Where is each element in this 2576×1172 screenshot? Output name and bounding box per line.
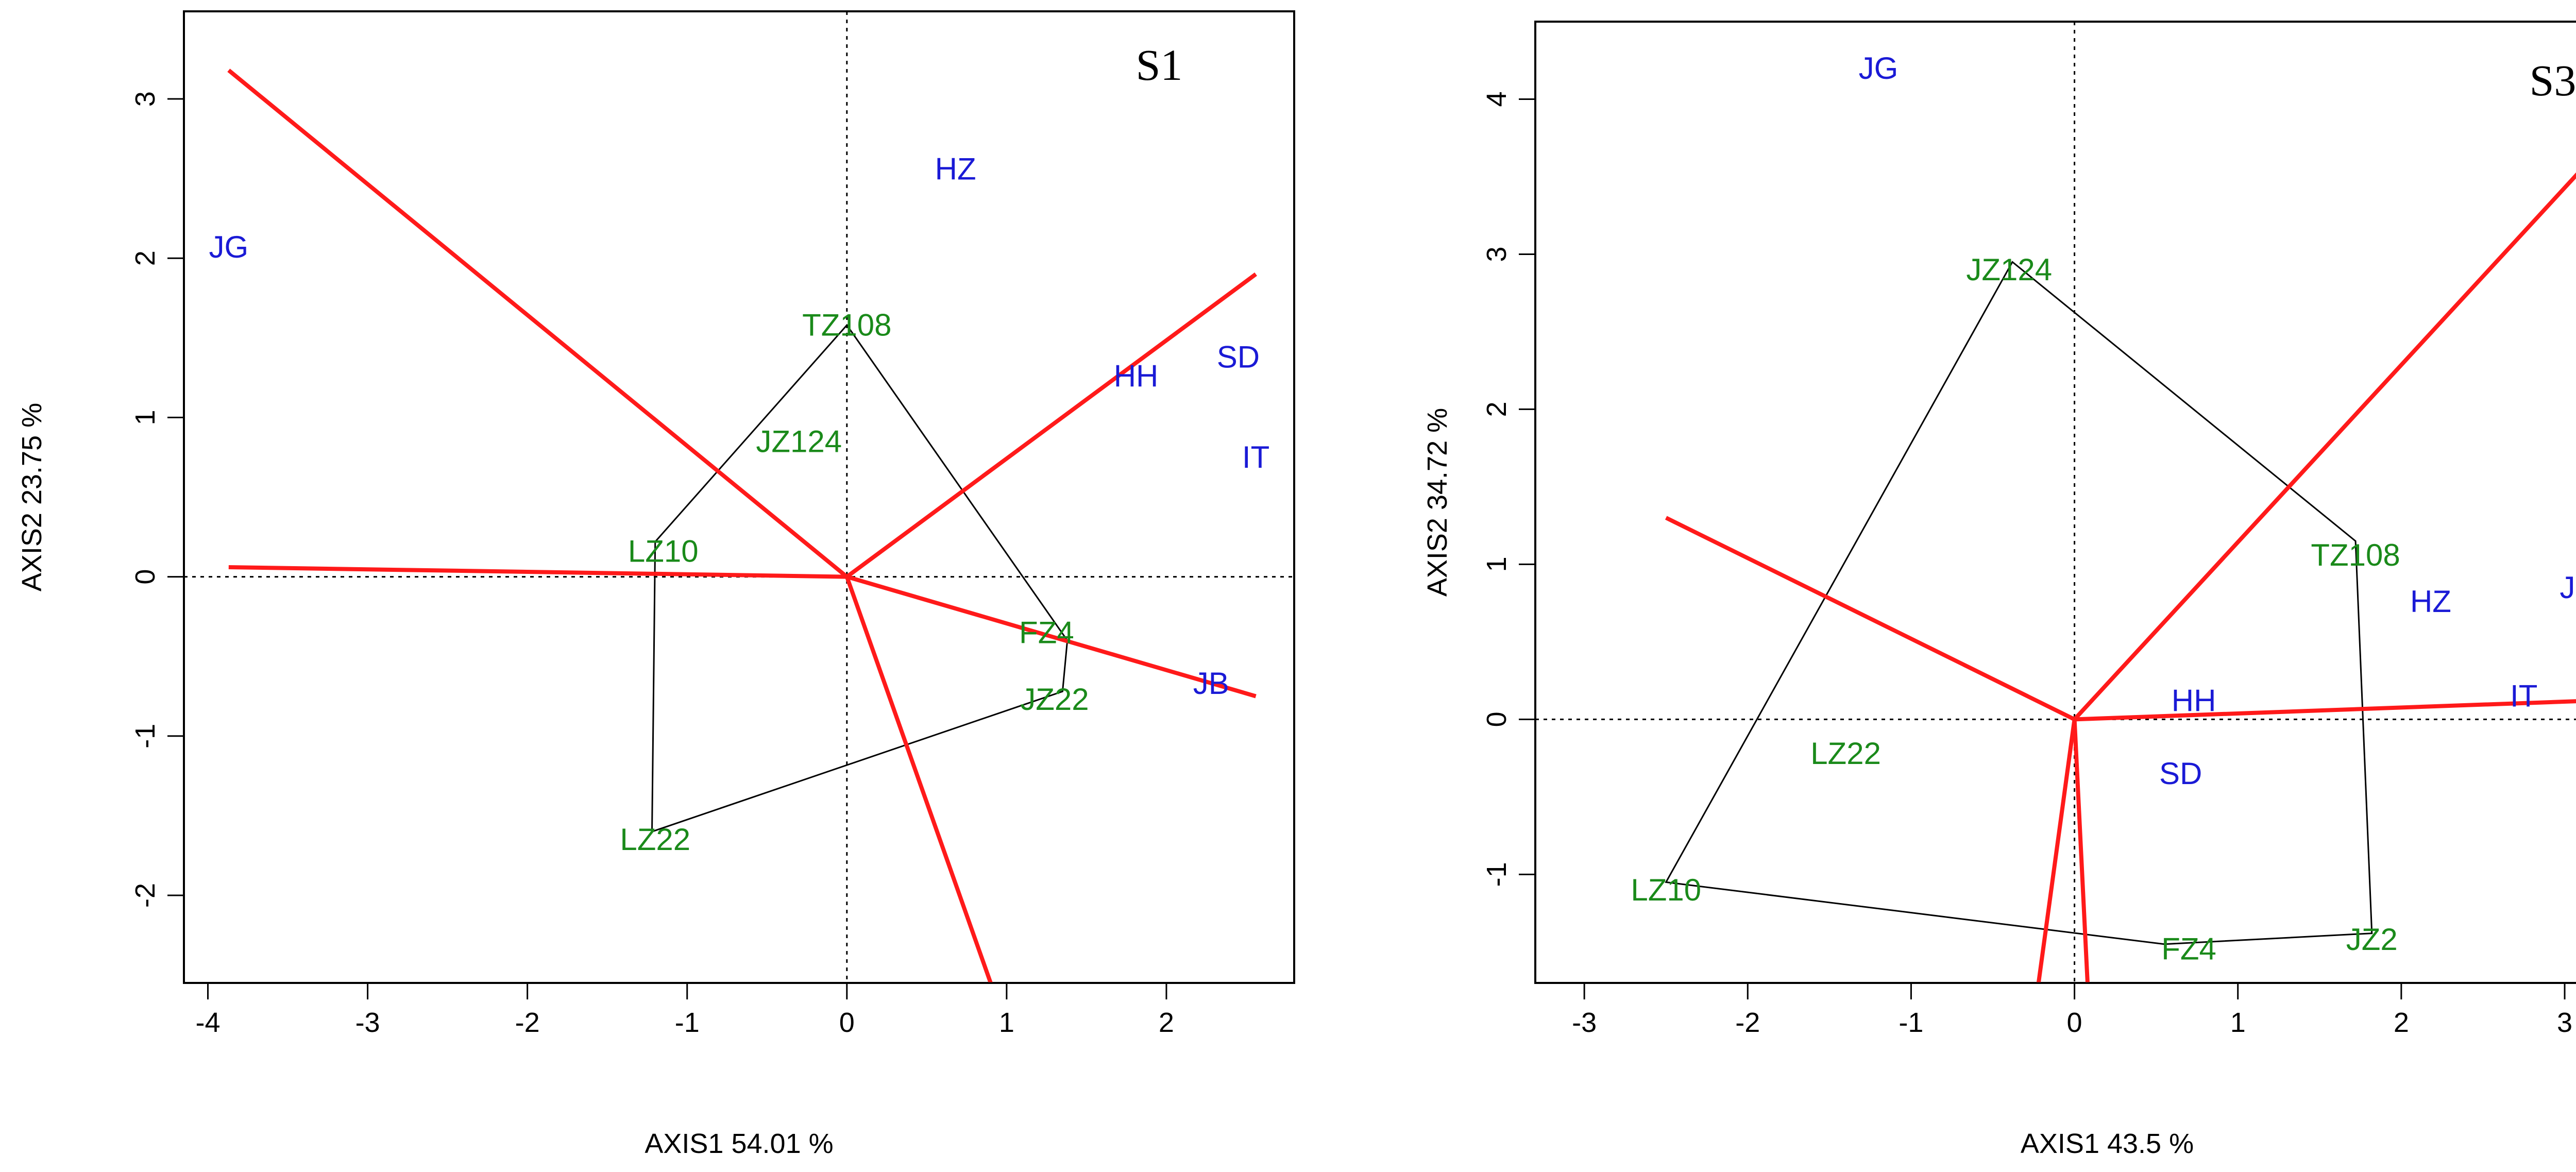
x-tick-label: -1 (1899, 1007, 1923, 1038)
x-tick-label: 3 (2557, 1007, 2572, 1038)
y-tick-label: 3 (130, 91, 161, 107)
sector-ray-3 (2072, 719, 2090, 983)
x-tick-label: -3 (355, 1007, 380, 1038)
x-axis: -3 -2 -1 0 1 2 3 (1572, 982, 2572, 1038)
environment-label: IT (1242, 440, 1269, 474)
genotype-label: JZ22 (1020, 682, 1089, 717)
y-axis: -2 -1 0 1 2 3 (130, 91, 185, 908)
y-tick-label: 1 (1481, 556, 1512, 572)
x-tick-label: 2 (1159, 1007, 1174, 1038)
sector-ray-2 (2074, 699, 2576, 722)
environment-label: JG (1859, 51, 1899, 86)
genotype-label: LZ10 (1631, 873, 1701, 907)
sector-ray-4 (845, 576, 993, 983)
plot-area: TZ108 JZ124 LZ10 FZ4 JZ22 LZ22 JG HZ SD HH IT JB (184, 11, 1294, 983)
environment-label: JB (1193, 666, 1229, 701)
x-axis-title: AXIS1 54.01 % (645, 1128, 833, 1159)
x-tick-label: -2 (515, 1007, 540, 1038)
x-tick-label: -1 (675, 1007, 700, 1038)
environment-label: HH (2172, 684, 2216, 718)
genotype-label: LZ10 (628, 534, 699, 569)
sector-ray-1 (2073, 172, 2576, 721)
biplot-panel-s1: TZ108JZ124LZ10FZ4JZ22LZ22JGHZSDHHITJB-4-… (16, 10, 1295, 1159)
convex-hull-polygon (651, 324, 1069, 833)
panel-title: S3 (2530, 56, 2576, 105)
genotype-label: FZ4 (2161, 931, 2216, 966)
y-tick-label: 2 (1481, 401, 1512, 417)
x-tick-label: 2 (2394, 1007, 2409, 1038)
genotype-label: JZ124 (1966, 252, 2052, 287)
x-tick-label: -3 (1572, 1007, 1597, 1038)
y-tick-label: -1 (1481, 862, 1512, 887)
y-axis-title: AXIS2 23.75 % (16, 403, 47, 591)
sector-ray-3 (846, 574, 1257, 699)
sector-ray-5 (1665, 516, 2076, 721)
genotype-label: TZ108 (2311, 538, 2400, 572)
x-tick-label: -4 (196, 1007, 221, 1038)
sector-ray-1 (227, 69, 849, 579)
genotype-label: FZ4 (1019, 615, 1074, 650)
x-axis-title: AXIS1 43.5 % (2021, 1128, 2194, 1159)
x-tick-label: 1 (999, 1007, 1014, 1038)
x-axis: -4 -3 -2 -1 0 1 2 (196, 982, 1174, 1038)
sector-ray-2 (845, 272, 1257, 579)
environment-label: SD (2159, 756, 2202, 791)
genotype-label: JZ124 (756, 424, 842, 458)
panel-title: S1 (1136, 40, 1183, 90)
x-tick-label: 0 (839, 1007, 855, 1038)
plot-area: JZ124 TZ108 LZ22 LZ10 FZ4 JZ2 JG HZ JB HH IT SD (1535, 22, 2576, 983)
genotype-label: TZ108 (802, 308, 891, 343)
environment-label: HZ (2410, 584, 2451, 619)
y-tick-label: -1 (130, 724, 161, 749)
plot-frame (1534, 21, 2576, 984)
y-tick-label: 3 (1481, 246, 1512, 262)
y-tick-label: 0 (130, 569, 161, 585)
x-tick-label: -2 (1735, 1007, 1760, 1038)
y-tick-label: 0 (1481, 711, 1512, 727)
sector-ray-4 (2036, 719, 2077, 983)
x-tick-label: 1 (2230, 1007, 2246, 1038)
y-tick-label: 1 (130, 410, 161, 425)
convex-hull-polygon (1665, 261, 2373, 945)
genotype-label: JZ2 (2346, 922, 2398, 957)
environment-label: JG (209, 230, 248, 264)
y-axis-title: AXIS2 34.72 % (1422, 408, 1453, 597)
sector-ray-5 (228, 565, 847, 579)
environment-label: JB (2560, 570, 2576, 605)
environment-label: IT (2510, 679, 2537, 714)
y-axis: -1 0 1 2 3 4 (1481, 91, 1536, 887)
y-tick-label: 2 (130, 250, 161, 266)
plot-frame (183, 10, 1295, 984)
genotype-label: LZ22 (620, 822, 690, 857)
environment-label: HH (1114, 359, 1159, 394)
environment-label: SD (1217, 339, 1260, 374)
y-tick-label: -2 (130, 883, 161, 908)
genotype-label: LZ22 (1810, 736, 1881, 771)
x-tick-label: 0 (2067, 1007, 2082, 1038)
biplot-panel-s3: JZ124 TZ108 LZ22 LZ10 FZ4 JZ2 JG HZ JB HH IT SD -3 -2… (1422, 21, 2576, 1159)
environment-label: HZ (935, 152, 976, 186)
y-tick-label: 4 (1481, 91, 1512, 107)
